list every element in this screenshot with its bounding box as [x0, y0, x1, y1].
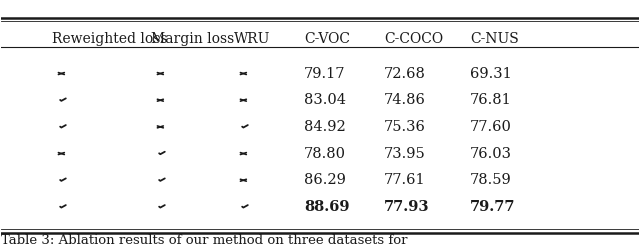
Text: 84.92: 84.92 — [304, 120, 346, 134]
Text: 77.61: 77.61 — [384, 173, 426, 187]
Text: C-NUS: C-NUS — [470, 32, 519, 46]
Text: WRU: WRU — [234, 32, 270, 46]
Text: 75.36: 75.36 — [384, 120, 426, 134]
Text: Table 3: Ablation results of our method on three datasets for: Table 3: Ablation results of our method … — [1, 234, 407, 247]
Text: 86.29: 86.29 — [304, 173, 346, 187]
Text: 76.81: 76.81 — [470, 93, 512, 107]
Text: Margin loss: Margin loss — [151, 32, 234, 46]
Text: 69.31: 69.31 — [470, 66, 512, 80]
Text: Reweighted loss: Reweighted loss — [52, 32, 167, 46]
Text: 79.17: 79.17 — [304, 66, 346, 80]
Text: 77.60: 77.60 — [470, 120, 512, 134]
Text: 72.68: 72.68 — [384, 66, 426, 80]
Text: 73.95: 73.95 — [384, 147, 426, 161]
Text: 83.04: 83.04 — [304, 93, 346, 107]
Text: C-COCO: C-COCO — [384, 32, 443, 46]
Text: 78.80: 78.80 — [304, 147, 346, 161]
Text: 77.93: 77.93 — [384, 200, 429, 214]
Text: C-VOC: C-VOC — [304, 32, 350, 46]
Text: 74.86: 74.86 — [384, 93, 426, 107]
Text: 76.03: 76.03 — [470, 147, 512, 161]
Text: 78.59: 78.59 — [470, 173, 512, 187]
Text: 88.69: 88.69 — [304, 200, 349, 214]
Text: 79.77: 79.77 — [470, 200, 516, 214]
